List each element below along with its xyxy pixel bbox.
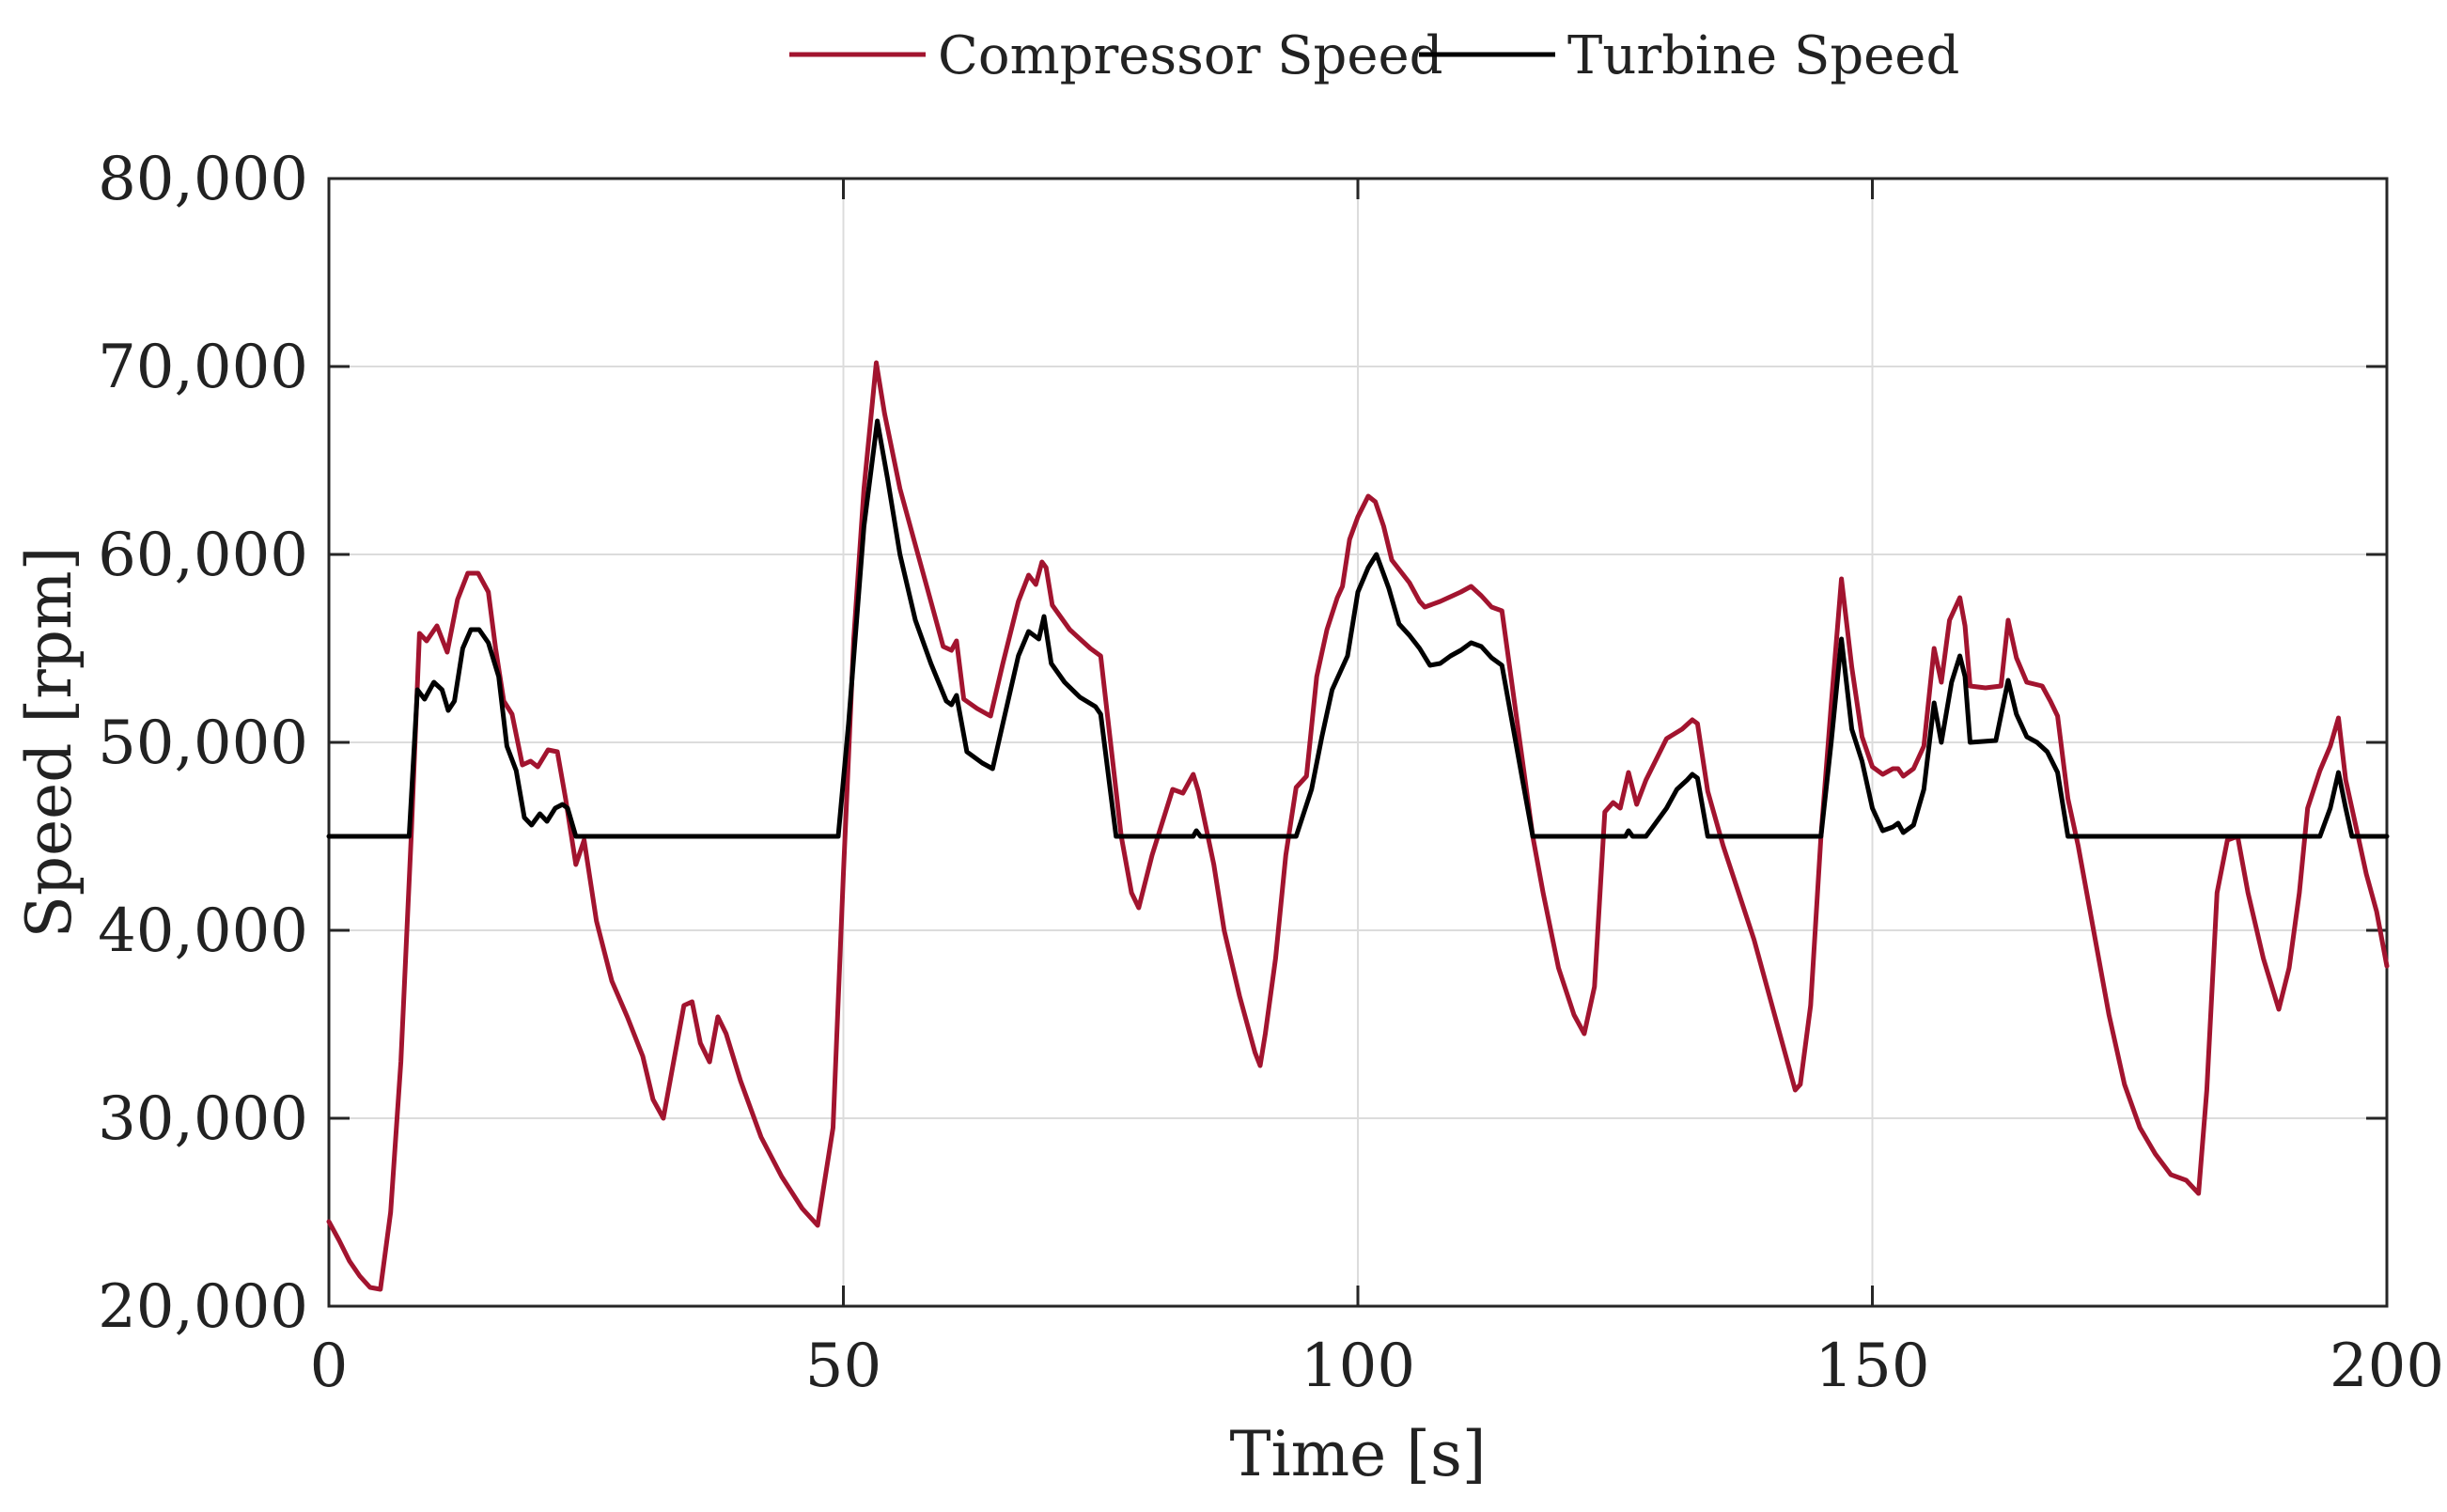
- series-line-compressor-speed: [326, 360, 2390, 1292]
- y-tick-label-30000: 30,000: [98, 1084, 308, 1154]
- y-tick-label-20000: 20,000: [98, 1272, 308, 1342]
- y-tick-label-70000: 70,000: [98, 333, 308, 402]
- legend-label-compressor-speed: Compressor Speed: [938, 25, 1443, 86]
- x-tick-label-100: 100: [1301, 1332, 1415, 1401]
- x-axis-title: Time [s]: [1229, 1418, 1486, 1490]
- y-tick-label-50000: 50,000: [98, 709, 308, 778]
- y-tick-labels: 20,000 30,000 40,000 50,000 60,000 70,000 80,0…: [98, 145, 308, 1342]
- legend-label-turbine-speed: Turbine Speed: [1567, 25, 1959, 86]
- x-tick-label-50: 50: [805, 1332, 881, 1401]
- series-lines: [326, 360, 2390, 1292]
- legend: Compressor Speed Turbine Speed: [789, 25, 1959, 86]
- y-tick-label-60000: 60,000: [98, 521, 308, 590]
- grid-lines: [328, 178, 2388, 1307]
- y-tick-label-80000: 80,000: [98, 145, 308, 214]
- x-tick-labels: 0 50 100 150 200: [310, 1332, 2444, 1401]
- y-tick-label-40000: 40,000: [98, 896, 308, 966]
- series-line-turbine-speed: [326, 418, 2390, 839]
- y-axis-title: Speed [rpm]: [13, 547, 86, 939]
- axis-ticks: [327, 177, 2389, 1308]
- x-tick-label-0: 0: [310, 1332, 349, 1401]
- x-tick-label-200: 200: [2330, 1332, 2444, 1401]
- x-tick-label-150: 150: [1815, 1332, 1929, 1401]
